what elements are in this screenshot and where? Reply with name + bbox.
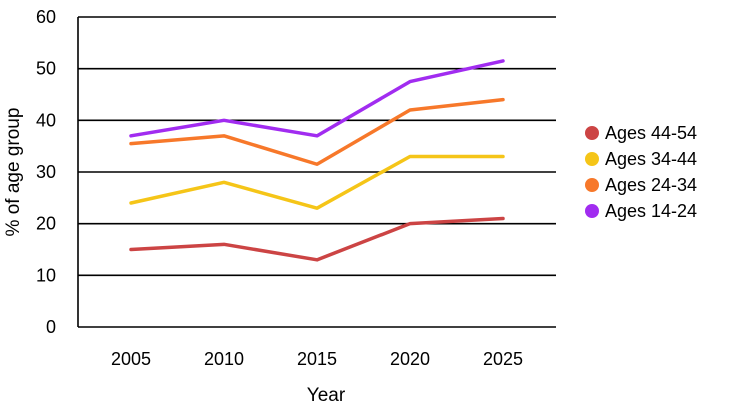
y-tick-label: 30 — [36, 162, 56, 182]
legend-label: Ages 44-54 — [605, 123, 697, 143]
y-tick-label: 20 — [36, 214, 56, 234]
x-tick-labels: 2005 2010 2015 2020 2025 — [111, 349, 523, 369]
y-tick-label: 50 — [36, 59, 56, 79]
x-axis-title: Year — [307, 385, 346, 406]
y-tick-label: 10 — [36, 265, 56, 285]
legend-swatch — [585, 152, 599, 166]
series-line — [129, 154, 505, 210]
x-tick-label: 2020 — [390, 349, 430, 369]
series-line — [129, 97, 505, 166]
y-tick-label: 40 — [36, 110, 56, 130]
legend-swatch — [585, 126, 599, 140]
legend-swatch — [585, 204, 599, 218]
legend-label: Ages 14-24 — [605, 201, 697, 221]
y-tick-label: 0 — [46, 317, 56, 337]
y-axis-title: % of age group — [3, 108, 24, 237]
legend-label: Ages 34-44 — [605, 149, 697, 169]
series-line — [129, 59, 505, 138]
y-tick-label: 60 — [36, 7, 56, 27]
legend-swatch — [585, 178, 599, 192]
x-tick-label: 2010 — [204, 349, 244, 369]
legend-label: Ages 24-34 — [605, 175, 697, 195]
legend: Ages 44-54 Ages 34-44 Ages 24-34 Ages 14-24 — [585, 123, 697, 221]
series-line — [129, 216, 505, 262]
series-lines — [129, 59, 505, 262]
x-tick-label: 2005 — [111, 349, 151, 369]
x-tick-label: 2015 — [297, 349, 337, 369]
y-tick-labels: 0 10 20 30 40 50 60 — [36, 7, 56, 337]
gridlines — [78, 16, 556, 328]
x-tick-label: 2025 — [483, 349, 523, 369]
